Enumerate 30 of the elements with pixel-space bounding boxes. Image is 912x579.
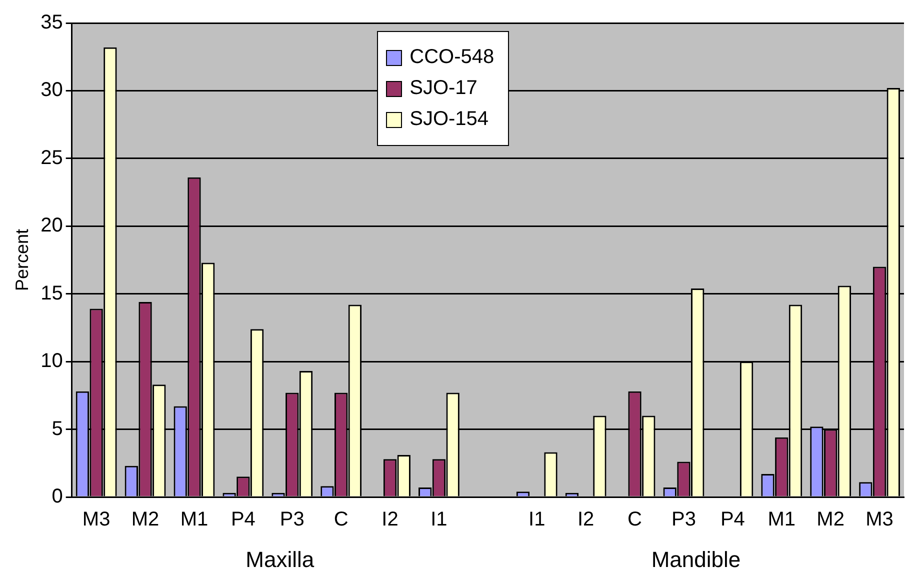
x-tick-label: P4 <box>230 508 256 531</box>
x-tick-label: M1 <box>768 508 796 531</box>
legend-label: SJO-17 <box>410 77 478 100</box>
x-tick-label: P4 <box>720 508 745 531</box>
text: Mandible <box>651 547 741 572</box>
text: Maxilla <box>246 547 315 572</box>
x-tick-label: M3 <box>82 508 110 531</box>
y-tick-label: 10 <box>40 350 63 372</box>
x-tick-label: M2 <box>816 508 844 531</box>
x-tick-label: I2 <box>382 508 398 531</box>
x-tick-label: I1 <box>430 508 448 531</box>
x-tick-label: M1 <box>180 508 208 531</box>
x-tick-label: I2 <box>577 508 594 531</box>
y-tick-label: 15 <box>40 282 63 304</box>
y-tick-label: 30 <box>40 79 63 102</box>
y-tick-label: 5 <box>52 418 63 440</box>
x-tick-label: M3 <box>866 508 894 531</box>
x-tick-label: C <box>334 508 348 531</box>
x-tick-label: M2 <box>131 508 160 531</box>
y-axis-title: Percent <box>12 228 32 292</box>
x-tick-label: C <box>628 508 642 531</box>
x-tick-label: P3 <box>280 508 304 531</box>
y-tick-label: 0 <box>52 486 63 508</box>
y-tick-label: 35 <box>40 12 63 34</box>
legend-label: SJO-154 <box>410 108 489 131</box>
y-tick-label: 25 <box>40 146 63 169</box>
x-tick-label: I1 <box>528 508 546 531</box>
x-tick-label: P3 <box>671 508 696 531</box>
y-tick-label: 20 <box>40 214 63 237</box>
legend-label: CCO-548 <box>410 46 494 69</box>
